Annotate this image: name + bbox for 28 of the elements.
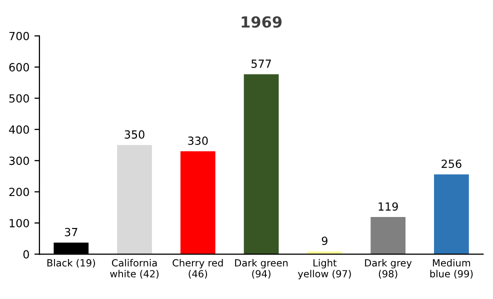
x-tick-label: Dark green (94) bbox=[235, 259, 288, 279]
y-tick-label: 200 bbox=[9, 188, 29, 196]
data-label: 330 bbox=[188, 136, 208, 145]
y-tick-label: 0 bbox=[23, 250, 29, 259]
bar bbox=[370, 217, 406, 254]
bar bbox=[244, 74, 279, 254]
y-tick-label: 700 bbox=[9, 32, 29, 40]
data-label: 350 bbox=[124, 130, 144, 139]
x-tick-label: California white (42) bbox=[110, 259, 159, 279]
data-label: 37 bbox=[64, 228, 78, 236]
bar bbox=[117, 145, 152, 254]
x-tick-label: Black (19) bbox=[47, 259, 95, 268]
bar bbox=[434, 174, 469, 254]
x-tick-label: Cherry red (46) bbox=[172, 259, 223, 279]
data-label: 119 bbox=[378, 202, 398, 211]
x-tick-label: Dark grey (98) bbox=[365, 259, 412, 279]
x-tick-label: Light yellow (97) bbox=[298, 259, 351, 280]
y-tick-label: 100 bbox=[10, 218, 29, 228]
x-tick-label: Medium blue (99) bbox=[430, 259, 473, 279]
data-label: 577 bbox=[252, 60, 271, 68]
y-tick-label: 600 bbox=[9, 63, 29, 72]
y-tick-label: 300 bbox=[9, 156, 29, 165]
data-label: 9 bbox=[322, 236, 328, 246]
bar bbox=[180, 151, 216, 254]
data-label: 256 bbox=[442, 160, 462, 168]
y-tick-label: 500 bbox=[9, 94, 29, 103]
chart-title: 1969 bbox=[242, 16, 282, 28]
y-tick-label: 400 bbox=[9, 125, 29, 134]
